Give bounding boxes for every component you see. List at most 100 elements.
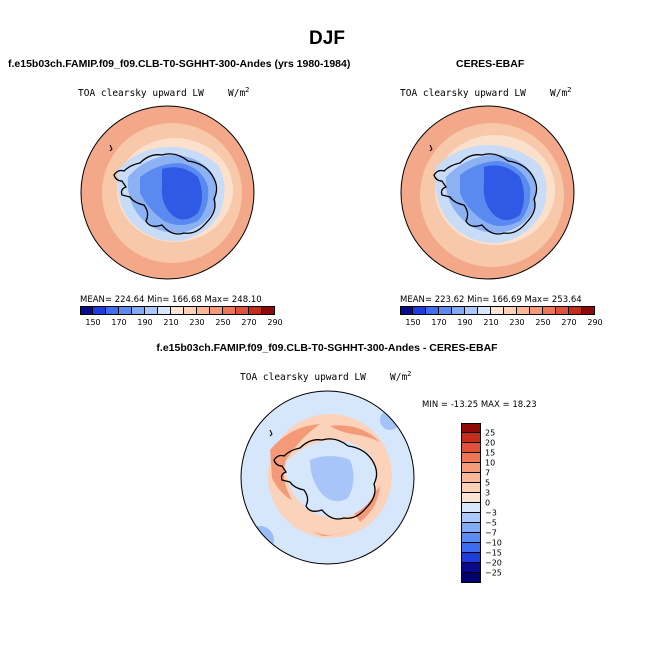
colorbar-swatch	[158, 306, 171, 315]
colorbar-tick-label: −5	[485, 518, 497, 528]
diff-panel-title: f.e15b03ch.FAMIP.f09_f09.CLB-T0-SGHHT-30…	[156, 342, 498, 354]
colorbar-swatch	[262, 306, 275, 315]
obs-variable-label: TOA clearsky upward LW	[400, 88, 526, 99]
colorbar-swatch	[452, 306, 465, 315]
colorbar-swatch	[413, 306, 426, 315]
colorbar-tick-label: 230	[509, 318, 525, 327]
colorbar-swatch	[197, 306, 210, 315]
colorbar-tick-label: 150	[405, 318, 421, 327]
colorbar-tick-label: −7	[485, 528, 497, 538]
colorbar-swatch	[461, 423, 481, 433]
colorbar-swatch	[119, 306, 132, 315]
colorbar-tick-label: 270	[241, 318, 257, 327]
colorbar-tick-label: 290	[267, 318, 283, 327]
colorbar-swatch	[461, 443, 481, 453]
colorbar-tick-label: 210	[163, 318, 179, 327]
colorbar-swatch	[426, 306, 439, 315]
colorbar-swatch	[461, 463, 481, 473]
colorbar-swatch	[461, 513, 481, 523]
colorbar-swatch	[461, 533, 481, 543]
colorbar-swatch	[461, 473, 481, 483]
colorbar-tick-label: 3	[485, 488, 491, 498]
colorbar-swatch	[491, 306, 504, 315]
diff-units-label: W/m2	[390, 370, 412, 384]
colorbar-tick-label: 25	[485, 428, 496, 438]
colorbar-tick-label: 150	[85, 318, 101, 327]
colorbar-tick-label: 230	[189, 318, 205, 327]
colorbar-tick-label: 170	[111, 318, 127, 327]
colorbar-tick-label: 170	[431, 318, 447, 327]
model-polar-map	[80, 105, 255, 280]
colorbar-swatch	[461, 503, 481, 513]
colorbar-swatch	[517, 306, 530, 315]
colorbar-tick-label: 210	[483, 318, 499, 327]
colorbar-swatch	[478, 306, 491, 315]
colorbar-swatch	[543, 306, 556, 315]
model-colorbar	[80, 306, 275, 315]
colorbar-tick-label: 190	[457, 318, 473, 327]
colorbar-tick-label: 250	[215, 318, 231, 327]
obs-colorbar-ticks: 150 170 190 210 230 250 270 290	[400, 318, 602, 328]
colorbar-tick-label: 5	[485, 478, 491, 488]
colorbar-swatch	[461, 543, 481, 553]
colorbar-tick-label: −25	[485, 568, 502, 578]
colorbar-swatch	[504, 306, 517, 315]
colorbar-swatch	[556, 306, 569, 315]
colorbar-swatch	[461, 433, 481, 443]
obs-panel-title: CERES-EBAF	[456, 58, 525, 70]
colorbar-tick-label: −20	[485, 558, 502, 568]
colorbar-swatch	[132, 306, 145, 315]
colorbar-swatch	[184, 306, 197, 315]
colorbar-tick-label: 0	[485, 498, 491, 508]
colorbar-tick-label: −3	[485, 508, 497, 518]
colorbar-swatch	[249, 306, 262, 315]
colorbar-swatch	[93, 306, 106, 315]
colorbar-tick-label: 190	[137, 318, 153, 327]
model-stats: MEAN= 224.64 Min= 166.68 Max= 248.10	[80, 295, 262, 305]
model-colorbar-ticks: 150 170 190 210 230 250 270 290	[80, 318, 282, 328]
colorbar-tick-label: 250	[535, 318, 551, 327]
obs-stats: MEAN= 223.62 Min= 166.69 Max= 253.64	[400, 295, 582, 305]
colorbar-swatch	[461, 453, 481, 463]
model-variable-label: TOA clearsky upward LW	[78, 88, 204, 99]
colorbar-tick-label: 7	[485, 468, 491, 478]
diff-polar-map	[240, 390, 415, 565]
obs-colorbar	[400, 306, 595, 315]
colorbar-swatch	[582, 306, 595, 315]
diff-variable-label: TOA clearsky upward LW	[240, 372, 366, 383]
colorbar-swatch	[171, 306, 184, 315]
colorbar-swatch	[530, 306, 543, 315]
model-panel-title: f.e15b03ch.FAMIP.f09_f09.CLB-T0-SGHHT-30…	[8, 58, 351, 70]
colorbar-tick-label: −15	[485, 548, 502, 558]
diff-stats: MIN = -13.25 MAX = 18.23	[422, 400, 537, 410]
obs-units-label: W/m2	[550, 86, 572, 100]
model-map-field	[81, 106, 254, 279]
colorbar-swatch	[223, 306, 236, 315]
colorbar-swatch	[210, 306, 223, 315]
colorbar-tick-label: 270	[561, 318, 577, 327]
colorbar-swatch	[465, 306, 478, 315]
obs-map-field	[401, 106, 574, 279]
colorbar-swatch	[461, 493, 481, 503]
colorbar-tick-label: 10	[485, 458, 496, 468]
colorbar-swatch	[461, 573, 481, 583]
diff-colorbar	[461, 423, 481, 583]
colorbar-swatch	[439, 306, 452, 315]
colorbar-swatch	[461, 483, 481, 493]
colorbar-swatch	[145, 306, 158, 315]
colorbar-swatch	[569, 306, 582, 315]
colorbar-swatch	[80, 306, 93, 315]
colorbar-tick-label: 20	[485, 438, 496, 448]
colorbar-swatch	[106, 306, 119, 315]
colorbar-tick-label: 15	[485, 448, 496, 458]
colorbar-swatch	[400, 306, 413, 315]
model-units-label: W/m2	[228, 86, 250, 100]
colorbar-tick-label: 290	[587, 318, 603, 327]
diff-colorbar-ticks: 25 20 15 10 7 5 3 0 −3 −5 −7 −10 −15 −20 −25	[485, 423, 515, 583]
colorbar-swatch	[461, 523, 481, 533]
figure-title: DJF	[309, 28, 345, 49]
colorbar-swatch	[461, 553, 481, 563]
colorbar-swatch	[236, 306, 249, 315]
colorbar-swatch	[461, 563, 481, 573]
colorbar-tick-label: −10	[485, 538, 502, 548]
